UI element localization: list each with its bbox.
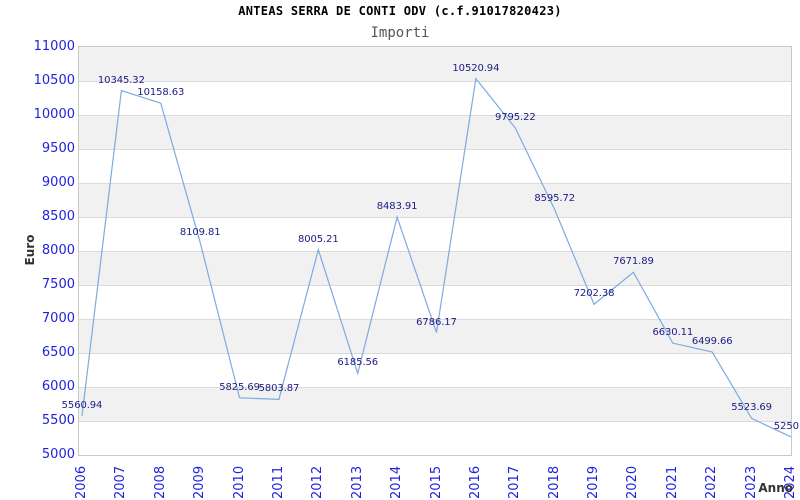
gridline [79,81,791,82]
point-value-label: 5523.69 [731,402,772,414]
point-value-label: 6185.56 [337,357,379,369]
point-value-label: 8005.21 [298,233,339,245]
point-value-label: 6630.11 [652,327,694,339]
plot-band [79,81,791,115]
point-value-label: 9795.22 [494,111,536,123]
chart-subtitle: Importi [370,25,430,41]
gridline [79,285,791,286]
gridline [79,251,791,252]
point-value-label: 10520.94 [452,62,500,74]
point-value-label: 8595.72 [534,193,575,205]
plot-band [79,115,791,149]
gridline [79,387,791,388]
chart-title: ANTEAS SERRA DE CONTI ODV (c.f.910178204… [238,4,562,18]
y-tick-label: 10500 [33,73,75,88]
y-tick-label: 7500 [41,277,75,292]
point-value-label: 5250.7 [773,420,800,432]
y-tick-label: 9500 [41,141,75,156]
point-value-label: 5803.87 [258,383,300,395]
y-tick-label: 6000 [41,379,75,394]
plot-band [79,47,791,81]
gridline [79,353,791,354]
y-tick-label: 10000 [33,107,75,122]
y-tick-label: 6500 [41,345,75,360]
y-axis-title: Euro [23,234,37,266]
y-tick-label: 11000 [33,39,75,54]
y-tick-label: 8000 [41,243,75,258]
point-value-label: 6786.17 [416,316,457,328]
point-value-label: 6499.66 [691,336,733,348]
x-axis-title: Anno [758,481,793,495]
plot-area [78,46,792,456]
point-value-label: 8109.81 [179,226,221,238]
plot-band [79,421,791,455]
gridline [79,421,791,422]
gridline [79,217,791,218]
plot-band [79,183,791,217]
point-value-label: 5560.94 [61,399,103,411]
plot-band [79,251,791,285]
plot-band [79,149,791,183]
y-tick-label: 8500 [41,209,75,224]
point-value-label: 8483.91 [376,201,418,213]
point-value-label: 7671.89 [613,256,654,268]
plot-band [79,353,791,387]
point-value-label: 7202.38 [573,288,615,300]
gridline [79,183,791,184]
y-tick-label: 5500 [41,413,75,428]
plot-band [79,285,791,319]
y-tick-label: 7000 [41,311,75,326]
point-value-label: 5825.69 [219,381,260,393]
gridline [79,149,791,150]
gridline [79,115,791,116]
y-tick-label: 9000 [41,175,75,190]
point-value-label: 10345.32 [97,74,145,86]
y-tick-label: 5000 [41,447,75,462]
point-value-label: 10158.63 [137,87,185,99]
plot-band [79,387,791,421]
